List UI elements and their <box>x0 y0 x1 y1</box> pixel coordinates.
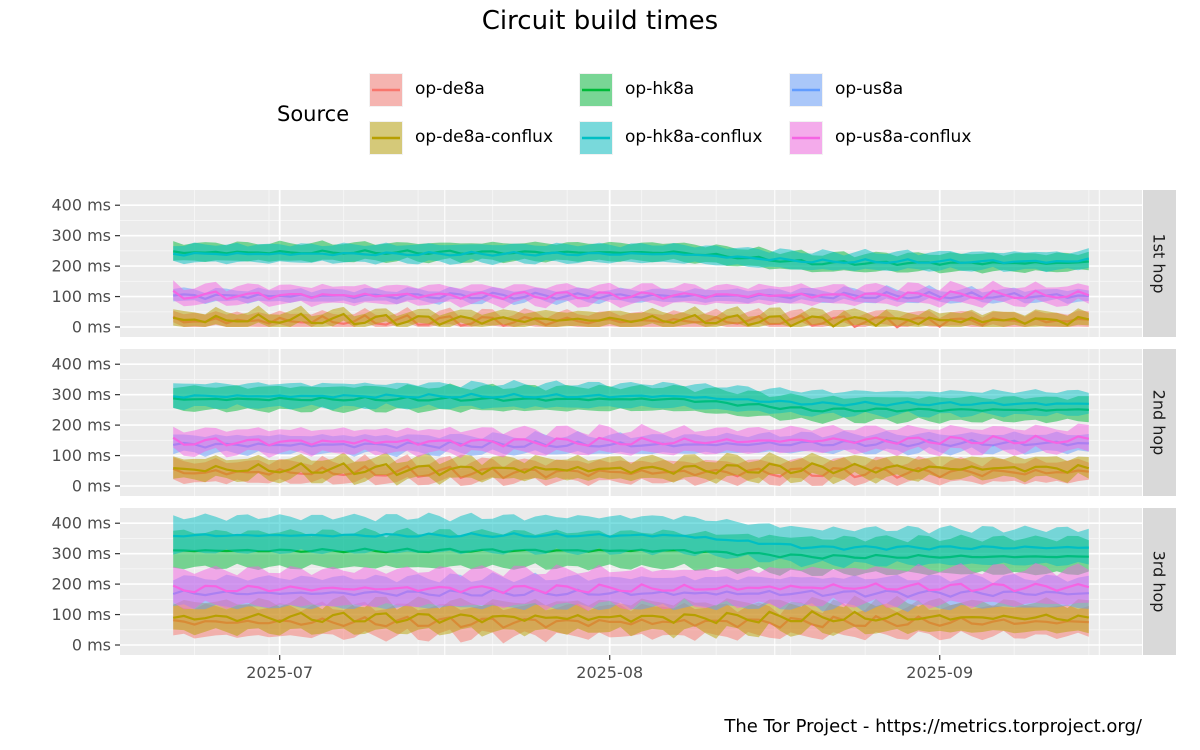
band-op-us8a-conflux <box>173 280 1089 309</box>
band-op-us8a-conflux <box>173 423 1089 458</box>
x-tick-label: 2025-09 <box>906 663 973 682</box>
band-op-us8a-conflux <box>173 562 1089 612</box>
chart-title: Circuit build times <box>481 6 719 36</box>
legend-swatch <box>579 73 613 107</box>
legend-label: op-de8a-conflux <box>415 127 554 147</box>
band-op-hk8a-conflux <box>173 512 1089 568</box>
facet-panel-1st-hop: 0 ms 100 ms 200 ms 300 ms 400 ms 1st hop <box>51 190 1176 337</box>
legend-swatch <box>789 121 823 155</box>
legend-swatch <box>369 73 403 107</box>
y-tick-label: 200 ms <box>51 416 111 435</box>
y-tick-label: 100 ms <box>51 287 111 306</box>
y-tick-label: 300 ms <box>51 544 111 563</box>
facet-strip <box>1143 349 1176 496</box>
series-line-op-de8a-conflux <box>173 462 1090 477</box>
series-line-op-de8a-conflux <box>172 312 1090 328</box>
legend-swatch <box>579 121 613 155</box>
series-line-op-us8a-conflux <box>172 289 1090 301</box>
y-tick-label: 0 ms <box>72 636 111 655</box>
x-axis: 2025-07 2025-08 2025-09 <box>246 655 973 682</box>
series-line-op-hk8a-conflux <box>173 250 1090 265</box>
x-tick-label: 2025-08 <box>576 663 643 682</box>
y-tick-label: 100 ms <box>51 605 111 624</box>
series-line-op-de8a-conflux <box>173 610 1090 625</box>
band-op-de8a-conflux <box>173 452 1089 486</box>
band-op-hk8a-conflux <box>173 380 1089 419</box>
facet-strip-label: 1st hop <box>1150 234 1169 294</box>
facet-strip-label: 3rd hop <box>1150 551 1169 613</box>
y-tick-label: 300 ms <box>51 226 111 245</box>
y-tick-label: 200 ms <box>51 575 111 594</box>
y-tick-label: 100 ms <box>51 446 111 465</box>
series-line-op-hk8a-conflux <box>173 392 1089 407</box>
facet-strip <box>1143 190 1176 337</box>
legend-label: op-us8a-conflux <box>835 127 972 147</box>
series-line-op-hk8a-conflux <box>173 532 1089 551</box>
facet-panel-2nd-hop: 0 ms 100 ms 200 ms 300 ms 400 ms 2nd hop <box>51 349 1176 496</box>
band-op-de8a-conflux <box>173 305 1089 327</box>
legend-title: Source <box>277 102 350 126</box>
legend-label: op-us8a <box>835 79 904 99</box>
facet-strip <box>1143 508 1176 655</box>
facet-panel-3rd-hop: 0 ms 100 ms 200 ms 300 ms 400 ms 3rd hop <box>51 508 1176 655</box>
y-tick-label: 400 ms <box>51 355 111 374</box>
y-tick-label: 400 ms <box>51 514 111 533</box>
y-tick-label: 0 ms <box>72 318 111 337</box>
y-tick-label: 400 ms <box>51 196 111 215</box>
x-tick-label: 2025-07 <box>246 663 313 682</box>
y-tick-label: 0 ms <box>72 477 111 496</box>
y-tick-label: 200 ms <box>51 257 111 276</box>
chart-caption: The Tor Project - https://metrics.torpro… <box>724 716 1142 737</box>
series-line-op-us8a-conflux <box>172 434 1090 448</box>
y-tick-label: 300 ms <box>51 385 111 404</box>
legend-swatch <box>369 121 403 155</box>
legend-label: op-hk8a <box>625 79 695 99</box>
series-line-op-us8a-conflux <box>172 582 1090 595</box>
legend-label: op-hk8a-conflux <box>625 127 763 147</box>
legend-label: op-de8a <box>415 79 485 99</box>
facet-strip-label: 2nd hop <box>1150 390 1169 456</box>
legend-swatch <box>789 73 823 107</box>
band-op-hk8a-conflux <box>173 242 1089 273</box>
